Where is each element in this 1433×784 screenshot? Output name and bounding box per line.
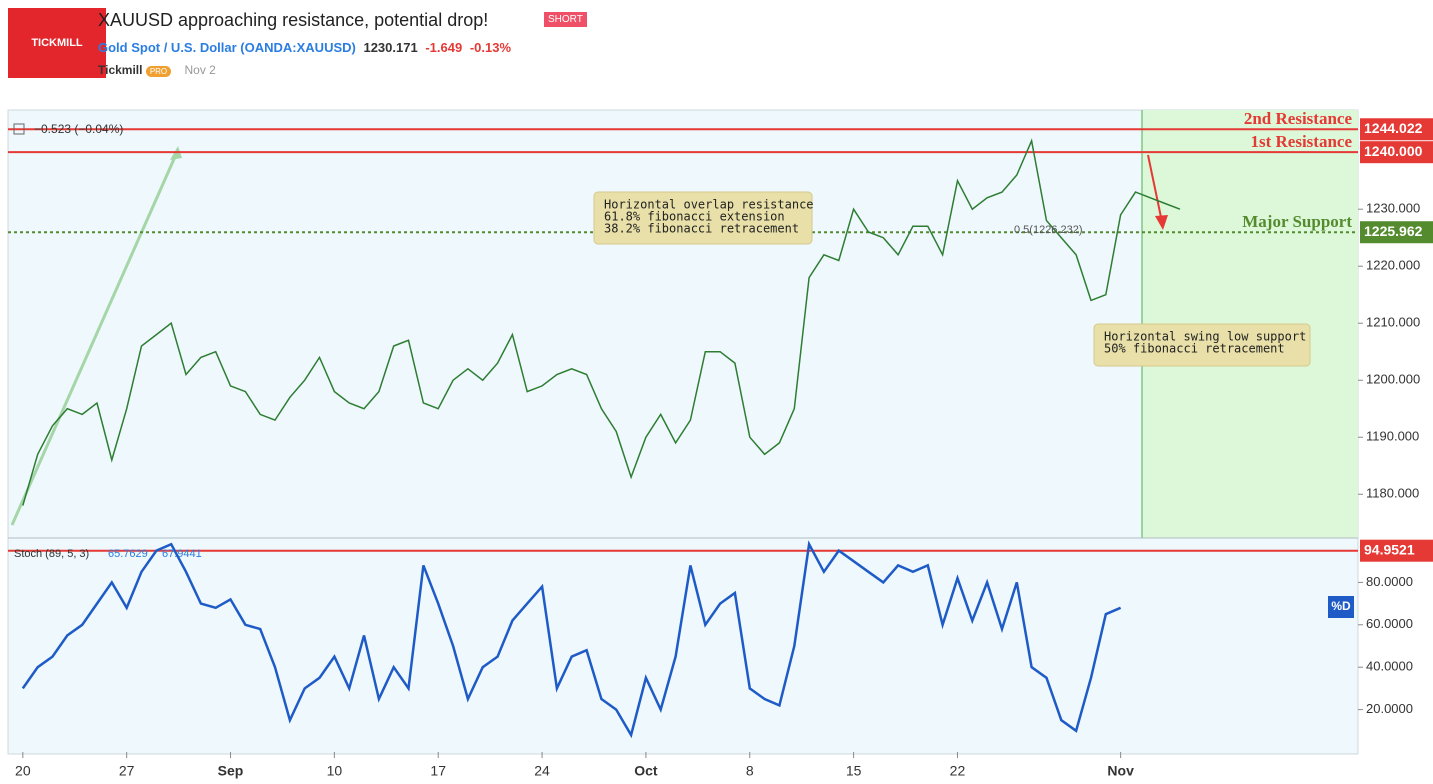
y-tick-label: 1200.000 — [1366, 372, 1420, 387]
level-tag — [1360, 118, 1433, 141]
legend-icon — [13, 123, 25, 135]
author[interactable]: Tickmill — [98, 63, 143, 77]
level-name: 2nd Resistance — [1244, 109, 1353, 128]
y-tick-label: 60.0000 — [1366, 616, 1413, 631]
title: XAUUSD approaching resistance, potential… — [98, 10, 489, 30]
price: 1230.171 — [363, 40, 418, 55]
level-label: 1240.000 — [1364, 143, 1423, 159]
drop-arrow — [1147, 154, 1163, 223]
x-tick-label: 27 — [119, 763, 135, 779]
badge: SHORT — [544, 12, 587, 27]
line-tag — [1328, 596, 1354, 618]
y-tick-label: 1220.000 — [1366, 258, 1420, 273]
author-badge: PRO — [145, 66, 172, 77]
level-label: 1244.022 — [1364, 120, 1423, 136]
x-tick-label: Nov — [1107, 763, 1134, 779]
date: Nov 2 — [184, 63, 216, 77]
x-tick-label: 10 — [327, 763, 343, 779]
symbol-row: Gold Spot / U.S. Dollar (OANDA:XAUUSD) 1… — [98, 40, 511, 55]
fib-label: 0.5(1226.232) — [1014, 224, 1083, 236]
level-label: 94.9521 — [1364, 541, 1415, 557]
logo: TICKMILL — [8, 8, 106, 78]
series-line — [21, 540, 1122, 739]
annotation-text: Horizontal overlap resistance — [604, 198, 814, 212]
symbol: Gold Spot / U.S. Dollar — [98, 40, 237, 55]
annotation-box — [593, 191, 813, 245]
change: -1.649 — [425, 40, 463, 55]
legend: −0.523 (−0.04%) — [34, 122, 123, 136]
y-tick-label: 1190.000 — [1366, 429, 1419, 444]
line-tag-label: %D — [1331, 599, 1351, 613]
x-tick-label: 8 — [746, 763, 754, 779]
arrow-head — [1155, 215, 1168, 230]
y-tick-label: 80.0000 — [1366, 574, 1413, 589]
y-tick-label: 20.0000 — [1366, 701, 1413, 716]
trend-arrow — [10, 149, 180, 526]
stoch-value: 65.7629 — [108, 548, 148, 560]
series-line — [22, 138, 1181, 506]
y-tick-label: 1210.000 — [1366, 315, 1420, 330]
y-tick-label: 1180.000 — [1366, 486, 1419, 501]
change-pct: -0.13% — [469, 40, 512, 55]
x-tick-label: 15 — [846, 763, 862, 779]
level-tag — [1360, 141, 1433, 164]
x-tick-label: Sep — [218, 763, 244, 779]
annotation-text: 50% fibonacci retracement — [1104, 342, 1285, 356]
level-name: 1st Resistance — [1250, 132, 1352, 151]
stoch-value: 67.9441 — [162, 548, 202, 560]
stoch-title: Stoch (89, 5, 3) — [14, 548, 89, 560]
author-row: Tickmill PRO Nov 2 — [98, 63, 216, 77]
level-label: 1225.962 — [1364, 223, 1423, 239]
x-tick-label: Oct — [634, 763, 658, 779]
y-tick-label: 1230.000 — [1366, 201, 1420, 216]
annotation-box — [1093, 323, 1311, 367]
annotation-text: Horizontal swing low support — [1104, 330, 1306, 344]
annotation-text: 38.2% fibonacci retracement — [604, 222, 799, 236]
y-tick-label: 40.0000 — [1366, 659, 1413, 674]
exchange: (OANDA:XAUUSD) — [240, 40, 356, 55]
level-name: Major Support — [1242, 212, 1352, 231]
x-tick-label: 22 — [950, 763, 966, 779]
x-tick-label: 17 — [430, 763, 446, 779]
level-tag — [1360, 221, 1433, 244]
level-tag — [1360, 539, 1433, 562]
annotation-text: 61.8% fibonacci extension — [604, 210, 785, 224]
x-tick-label: 20 — [15, 763, 31, 779]
x-tick-label: 24 — [534, 763, 550, 779]
